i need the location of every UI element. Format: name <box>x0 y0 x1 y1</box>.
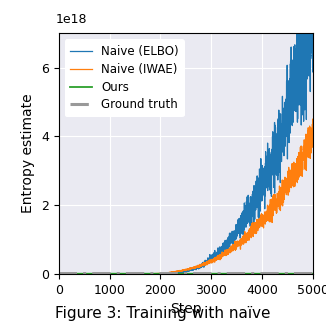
Ours <box>306 272 310 276</box>
Ours <box>165 272 169 276</box>
Ground truth <box>154 272 158 276</box>
Naive (ELBO) <box>306 64 310 68</box>
Ground truth <box>101 272 105 276</box>
Ground truth <box>279 272 283 276</box>
Naive (IWAE) <box>279 195 283 199</box>
Naive (ELBO) <box>165 272 169 276</box>
Naive (ELBO) <box>101 272 105 276</box>
Naive (ELBO) <box>57 272 61 276</box>
Ours <box>86 272 90 276</box>
Naive (IWAE) <box>165 271 169 275</box>
Naive (IWAE) <box>86 272 90 276</box>
Naive (IWAE) <box>57 272 61 276</box>
X-axis label: Step: Step <box>170 302 202 316</box>
Ground truth <box>311 272 315 276</box>
Naive (ELBO) <box>154 272 158 276</box>
Line: Naive (IWAE): Naive (IWAE) <box>59 119 313 274</box>
Y-axis label: Entropy estimate: Entropy estimate <box>22 94 36 213</box>
Text: 1e18: 1e18 <box>56 13 88 26</box>
Ours <box>311 272 315 276</box>
Ground truth <box>306 272 310 276</box>
Naive (ELBO) <box>86 272 90 276</box>
Line: Naive (ELBO): Naive (ELBO) <box>59 0 313 274</box>
Naive (IWAE) <box>311 127 315 131</box>
Naive (ELBO) <box>279 112 283 116</box>
Naive (IWAE) <box>154 272 158 276</box>
Ground truth <box>86 272 90 276</box>
Ours <box>101 272 105 276</box>
Ours <box>279 272 283 276</box>
Legend: Naive (ELBO), Naive (IWAE), Ours, Ground truth: Naive (ELBO), Naive (IWAE), Ours, Ground… <box>65 39 185 117</box>
Ours <box>57 272 61 276</box>
Ours <box>154 272 158 276</box>
Naive (IWAE) <box>306 131 310 135</box>
Text: Figure 3: Training with naïve: Figure 3: Training with naïve <box>55 306 271 321</box>
Naive (IWAE) <box>311 117 315 121</box>
Ground truth <box>165 272 169 276</box>
Naive (IWAE) <box>101 272 105 276</box>
Ground truth <box>57 272 61 276</box>
